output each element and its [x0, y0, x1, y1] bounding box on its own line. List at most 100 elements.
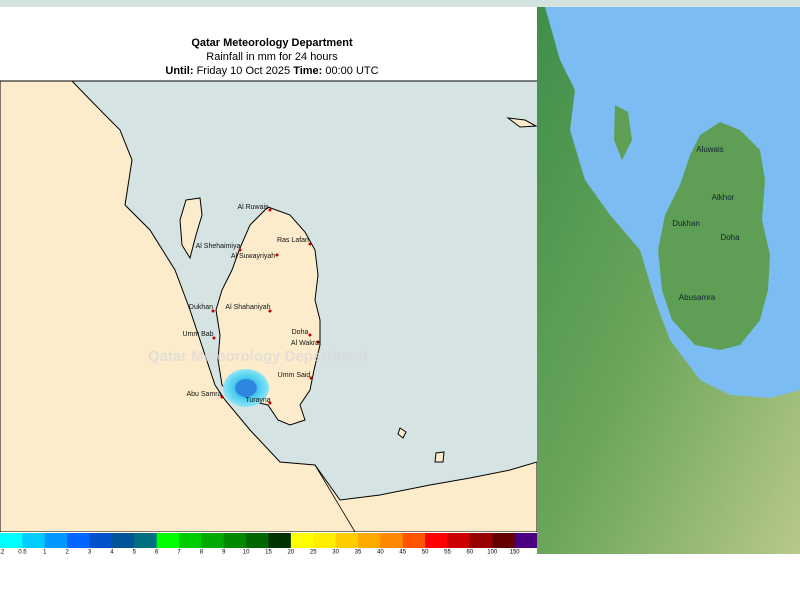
- top-band: [0, 0, 800, 7]
- legend-swatch: [469, 533, 493, 548]
- map-subtitle: Rainfall in mm for 24 hours: [206, 51, 338, 63]
- sat-label: Dukhan: [672, 219, 700, 228]
- sat-mainland: [537, 7, 800, 554]
- legend-label: 4: [110, 550, 114, 556]
- legend-swatch: [402, 533, 426, 548]
- mainland: [0, 81, 537, 532]
- legend-label: 25: [310, 550, 317, 556]
- legend-label: 1: [43, 550, 47, 556]
- place-dot: [238, 248, 242, 252]
- place-label: Abu Samra: [186, 391, 221, 398]
- legend-swatch: [156, 533, 180, 548]
- legend-label: 7: [177, 550, 181, 556]
- legend-swatch: [425, 533, 448, 548]
- place-label: Al Suwayriyah: [231, 253, 275, 260]
- legend-label: 40: [377, 550, 384, 556]
- place-dot: [220, 395, 224, 399]
- legend-swatch: [290, 533, 314, 548]
- place-label: Ras Lafan: [277, 237, 309, 244]
- legend-swatch: [0, 533, 23, 548]
- legend-swatch: [89, 533, 113, 548]
- legend-swatch: [514, 533, 538, 548]
- legend-label: 2: [65, 550, 69, 556]
- legend-label: 9: [222, 550, 226, 556]
- legend-swatch: [179, 533, 202, 548]
- legend-swatch: [335, 533, 359, 548]
- place-dot: [309, 376, 313, 380]
- legend-swatch: [67, 533, 90, 548]
- place-dot: [308, 242, 312, 246]
- place-dot: [316, 340, 320, 344]
- legend-swatch: [380, 533, 404, 548]
- legend-swatch: [268, 533, 292, 548]
- bahrain: [179, 197, 203, 260]
- legend-swatch: [447, 533, 471, 548]
- until-value: Friday 10 Oct 2025: [197, 65, 291, 77]
- island: [506, 117, 537, 128]
- valid-time: Until: Friday 10 Oct 2025 Time: 00:00 UT…: [165, 65, 378, 77]
- place-dot: [212, 336, 216, 340]
- place-labels: Al Ruwais Ras Lafan Al Shehaimiya Al Suwayr…: [182, 204, 320, 405]
- legend-label: 35: [355, 550, 362, 556]
- legend-label: 8: [200, 550, 204, 556]
- place-label: Al Wakra: [291, 340, 319, 347]
- satellite-map: Aluwais Alkhor Dukhan Doha Abusamra: [537, 7, 800, 554]
- rainfall-map: Qatar Meteorology Department Al Ruwais Ra…: [0, 81, 537, 532]
- legend-swatch: [246, 533, 269, 548]
- legend: 0.20.51234567891015202530354045505560100…: [0, 533, 538, 556]
- place-label: Al Shehaimiya: [196, 243, 241, 250]
- place-dot: [275, 253, 279, 257]
- legend-label: 150: [510, 550, 521, 556]
- sat-label: Aluwais: [696, 145, 724, 154]
- legend-label: 15: [265, 550, 272, 556]
- legend-label: 60: [467, 550, 474, 556]
- place-dot: [211, 309, 215, 313]
- legend-label: 0.5: [18, 550, 27, 556]
- legend-swatch: [44, 533, 68, 548]
- legend-label: 55: [444, 550, 451, 556]
- place-label: Turayna: [245, 397, 271, 404]
- legend-label: 50: [422, 550, 429, 556]
- place-label: Umm Bab: [182, 331, 213, 338]
- place-label: Al Ruwais: [237, 204, 269, 211]
- legend-swatch: [358, 533, 381, 548]
- place-label: Doha: [292, 329, 309, 336]
- legend-label: 20: [288, 550, 295, 556]
- border: [314, 464, 356, 532]
- time-label: Time:: [293, 65, 322, 77]
- legend-label: 45: [399, 550, 406, 556]
- sat-label: Alkhor: [712, 193, 735, 202]
- legend-label: 10: [243, 550, 250, 556]
- rain-area: [223, 369, 269, 407]
- sat-labels: Aluwais Alkhor Dukhan Doha Abusamra: [672, 145, 740, 302]
- legend-label: 3: [88, 550, 92, 556]
- legend-label: 100: [487, 550, 498, 556]
- legend-swatch: [313, 533, 337, 548]
- place-dot: [268, 208, 272, 212]
- legend-swatch: [492, 533, 516, 548]
- map-title: Qatar Meteorology Department: [191, 37, 353, 49]
- legend-label: 0.2: [0, 550, 5, 556]
- sat-bahrain: [614, 105, 632, 160]
- legend-swatch: [223, 533, 247, 548]
- sat-label: Doha: [720, 233, 740, 242]
- legend-label: 6: [155, 550, 159, 556]
- place-label: Al Shahaniyah: [225, 304, 270, 311]
- place-dot: [268, 309, 272, 313]
- place-label: Dukhan: [189, 304, 213, 311]
- time-value: 00:00 UTC: [325, 65, 378, 77]
- legend-swatch: [111, 533, 135, 548]
- legend-swatch: [134, 533, 158, 548]
- watermark: Qatar Meteorology Department: [148, 348, 368, 365]
- place-dot: [308, 333, 312, 337]
- place-dot: [268, 401, 272, 405]
- until-label: Until:: [165, 65, 193, 77]
- islands: [397, 427, 445, 463]
- sat-qatar: [658, 122, 770, 350]
- sat-label: Abusamra: [679, 293, 716, 302]
- legend-swatch: [22, 533, 46, 548]
- place-label: Umm Said: [278, 372, 311, 379]
- legend-label: 30: [332, 550, 339, 556]
